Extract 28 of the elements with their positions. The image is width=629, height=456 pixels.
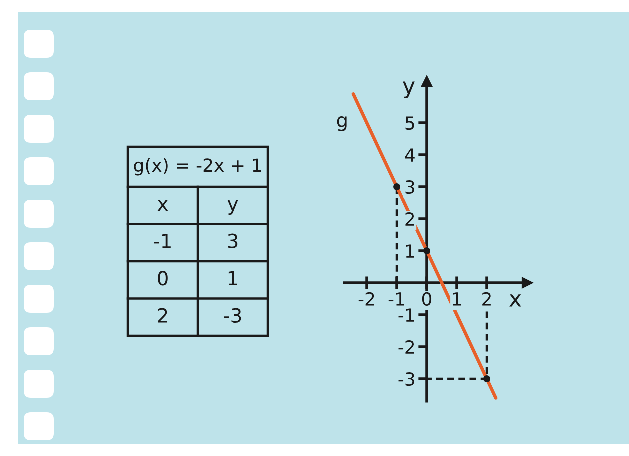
x-tick-label: 1 xyxy=(453,292,462,306)
y-tick-label: -1 xyxy=(398,308,414,322)
y-tick-label: -2 xyxy=(398,340,414,354)
x-axis-title: x xyxy=(510,294,522,307)
y-tick-label: 4 xyxy=(405,148,415,162)
y-tick-label: 5 xyxy=(406,116,414,130)
point xyxy=(424,248,430,254)
text: y xyxy=(228,200,238,216)
x-tick-label: 0 xyxy=(422,292,432,306)
y-tick-label: 3 xyxy=(406,180,414,194)
point xyxy=(484,376,490,382)
y-tick-label: -3 xyxy=(398,372,414,386)
text: 0 xyxy=(158,271,168,286)
text: 3 xyxy=(228,234,238,249)
text: -1 xyxy=(154,234,171,248)
text: 2 xyxy=(158,308,168,323)
y-tick-label: 1 xyxy=(406,244,414,258)
text: g(x) = -2x + 1 xyxy=(134,158,262,176)
y-tick-label: 2 xyxy=(406,212,414,226)
text: x xyxy=(158,200,168,211)
text: -3 xyxy=(224,308,242,324)
point xyxy=(394,184,400,190)
text: 1 xyxy=(228,271,238,286)
x-tick-label: -1 xyxy=(388,292,404,306)
series-label: g xyxy=(337,116,347,132)
y-axis-title: y xyxy=(403,82,415,99)
x-tick-label: -2 xyxy=(358,292,374,306)
x-tick-label: 2 xyxy=(482,292,491,306)
